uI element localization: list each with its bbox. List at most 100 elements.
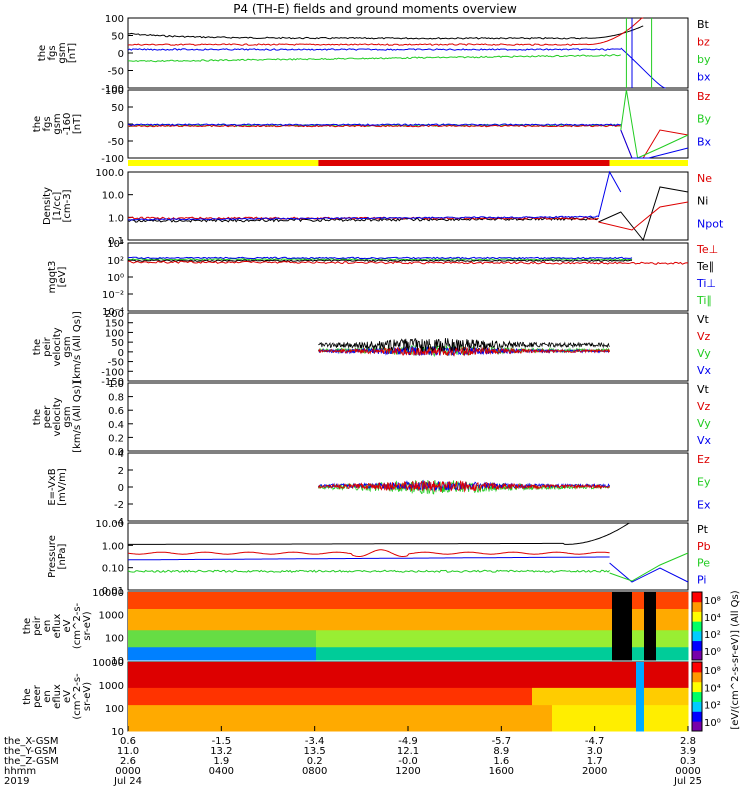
spec-cell bbox=[624, 643, 629, 648]
spec-cell bbox=[280, 643, 285, 648]
spec-cell bbox=[428, 705, 433, 710]
spec-cell bbox=[628, 596, 633, 601]
spec-cell bbox=[504, 709, 509, 715]
spec-cell bbox=[664, 696, 669, 702]
spec-cell bbox=[216, 709, 221, 715]
spec-cell bbox=[264, 655, 269, 661]
spec-cell bbox=[260, 634, 265, 640]
spec-cell bbox=[192, 638, 197, 644]
spec-cell bbox=[568, 709, 573, 715]
footer-value: Jul 24 bbox=[113, 776, 142, 787]
spec-cell bbox=[620, 600, 625, 606]
spec-cell bbox=[156, 626, 161, 631]
spec-cell bbox=[248, 621, 253, 627]
spec-cell bbox=[368, 655, 373, 661]
spec-cell bbox=[556, 647, 561, 652]
spec-cell bbox=[276, 683, 281, 689]
spec-cell bbox=[176, 722, 181, 728]
spec-cell bbox=[248, 674, 253, 680]
spec-cell bbox=[388, 613, 393, 618]
spec-cell bbox=[512, 692, 517, 697]
spec-cell bbox=[564, 600, 569, 606]
spec-cell bbox=[364, 613, 369, 618]
spec-cell bbox=[292, 683, 297, 689]
spec-cell bbox=[184, 696, 189, 702]
spec-cell bbox=[404, 647, 409, 652]
spec-cell bbox=[416, 679, 421, 685]
spec-cell bbox=[436, 674, 441, 680]
spec-cell bbox=[196, 718, 201, 723]
spec-cell bbox=[596, 609, 601, 614]
spec-cell bbox=[144, 604, 149, 610]
spec-cell bbox=[220, 700, 225, 706]
spec-cell bbox=[332, 679, 337, 685]
spec-cell bbox=[252, 662, 257, 667]
spec-cell bbox=[132, 617, 137, 623]
spec-cell bbox=[648, 692, 653, 697]
spec-cell bbox=[604, 670, 609, 676]
spec-cell bbox=[168, 705, 173, 710]
spec-cell bbox=[564, 687, 569, 693]
spec-cell bbox=[220, 722, 225, 728]
spec-cell bbox=[272, 674, 277, 680]
spec-cell bbox=[416, 666, 421, 672]
spec-cell bbox=[668, 718, 673, 723]
spec-cell bbox=[400, 600, 405, 606]
spec-cell bbox=[544, 700, 549, 706]
spec-cell bbox=[396, 670, 401, 676]
spec-cell bbox=[396, 662, 401, 667]
spec-cell bbox=[500, 596, 505, 601]
spec-cell bbox=[284, 604, 289, 610]
spec-cell bbox=[676, 662, 681, 667]
spec-cell bbox=[216, 600, 221, 606]
spec-cell bbox=[668, 662, 673, 667]
spec-cell bbox=[468, 592, 473, 597]
spec-cell bbox=[212, 696, 217, 702]
legend-Ti⊥: Ti⊥ bbox=[696, 277, 716, 290]
ylabel-line: gsm bbox=[62, 406, 73, 427]
ylabel-line: eflux bbox=[52, 614, 63, 639]
spec-cell bbox=[452, 713, 457, 719]
spec-cell bbox=[564, 643, 569, 648]
spec-cell bbox=[504, 600, 509, 606]
spec-cell bbox=[216, 613, 221, 618]
spec-cell bbox=[140, 630, 145, 635]
spec-cell bbox=[380, 630, 385, 635]
spec-cell bbox=[352, 718, 357, 723]
spec-cell bbox=[212, 609, 217, 614]
spec-cell bbox=[620, 718, 625, 723]
spec-cell bbox=[556, 655, 561, 661]
spec-cell bbox=[512, 621, 517, 627]
spec-cell bbox=[640, 609, 645, 614]
spec-cell bbox=[624, 613, 629, 618]
spec-cell bbox=[192, 700, 197, 706]
spec-cell bbox=[268, 722, 273, 728]
spec-cell bbox=[408, 638, 413, 644]
spec-cell bbox=[656, 643, 661, 648]
spec-cell bbox=[424, 722, 429, 728]
spec-cell bbox=[512, 679, 517, 685]
spec-cell bbox=[172, 604, 177, 610]
spec-cell bbox=[484, 617, 489, 623]
spec-cell bbox=[308, 592, 313, 597]
spec-cell bbox=[128, 679, 133, 685]
spec-cell bbox=[508, 692, 513, 697]
spec-cell bbox=[616, 696, 621, 702]
spec-cell bbox=[396, 621, 401, 627]
footer-value: 13.5 bbox=[304, 746, 326, 757]
spec-cell bbox=[596, 613, 601, 618]
spec-cell bbox=[552, 718, 557, 723]
spec-cell bbox=[676, 705, 681, 710]
spec-cell bbox=[568, 722, 573, 728]
spec-cell bbox=[448, 655, 453, 661]
spec-cell bbox=[292, 600, 297, 606]
spec-cell bbox=[376, 666, 381, 672]
spec-cell bbox=[680, 666, 685, 672]
spec-cell bbox=[572, 700, 577, 706]
spec-cell bbox=[584, 679, 589, 685]
spec-cell bbox=[252, 687, 257, 693]
footer-value: 1200 bbox=[395, 766, 420, 777]
spec-cell bbox=[472, 621, 477, 627]
spec-cell bbox=[180, 722, 185, 728]
spec-cell bbox=[592, 696, 597, 702]
